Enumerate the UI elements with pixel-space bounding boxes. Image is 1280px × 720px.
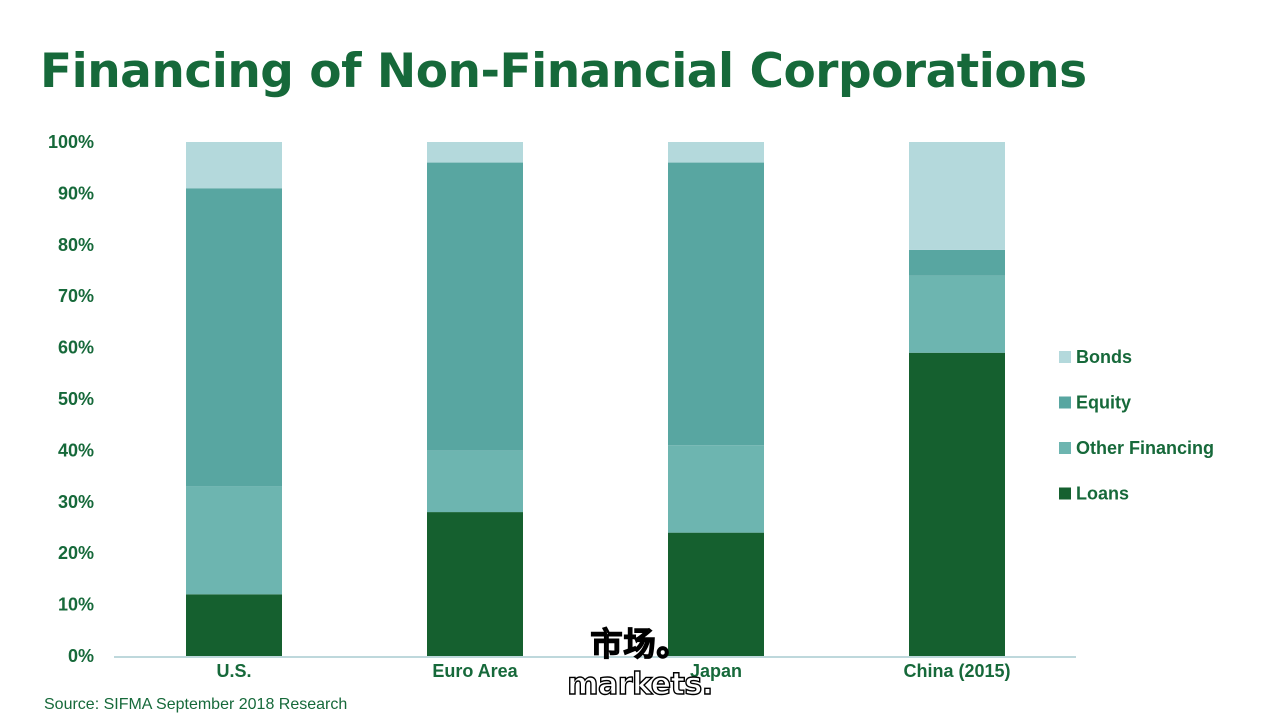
y-tick-label: 80%	[58, 235, 94, 255]
bar-bonds-u-s	[186, 142, 282, 189]
bar-equity-japan	[668, 162, 764, 446]
y-tick-label: 70%	[58, 286, 94, 306]
watermark-english: markets.	[567, 667, 714, 702]
legend-label-equity: Equity	[1076, 393, 1131, 413]
bar-loans-euro-area	[427, 512, 523, 656]
chart-title: Financing of Non-Financial Corporations	[40, 44, 1087, 99]
y-tick-label: 60%	[58, 338, 94, 358]
y-tick-label: 20%	[58, 543, 94, 563]
watermark-logo: 市场。 markets.	[560, 625, 720, 702]
x-tick-label: Euro Area	[432, 661, 518, 681]
bar-bonds-japan	[668, 142, 764, 163]
bar-bonds-euro-area	[427, 142, 523, 163]
bars	[186, 142, 1005, 656]
bar-loans-japan	[668, 532, 764, 656]
legend-swatch-other-financing	[1059, 442, 1071, 454]
watermark-chinese: 市场。	[590, 625, 690, 663]
y-axis: 0% 10% 20% 30% 40% 50% 60% 70% 80% 90% 100%	[48, 132, 94, 666]
bar-equity-china-2015	[909, 249, 1005, 276]
bar-other-financing-china-2015	[909, 275, 1005, 353]
legend-label-other-financing: Other Financing	[1076, 438, 1214, 458]
legend-swatch-loans	[1059, 487, 1071, 500]
bar-other-financing-euro-area	[427, 450, 523, 513]
x-tick-label: China (2015)	[903, 661, 1010, 681]
y-tick-label: 100%	[48, 132, 94, 152]
bar-equity-euro-area	[427, 162, 523, 451]
legend-swatch-bonds	[1059, 351, 1071, 363]
y-tick-label: 50%	[58, 389, 94, 409]
y-tick-label: 10%	[58, 595, 94, 615]
y-tick-label: 0%	[68, 646, 94, 666]
y-tick-label: 90%	[58, 183, 94, 203]
bar-bonds-china-2015	[909, 142, 1005, 250]
y-tick-label: 40%	[58, 440, 94, 460]
x-axis: U.S. Euro Area Japan China (2015)	[216, 661, 1010, 681]
legend-label-bonds: Bonds	[1076, 347, 1132, 367]
bar-other-financing-japan	[668, 445, 764, 533]
legend: Bonds Equity Other Financing Loans	[1059, 347, 1214, 504]
bar-equity-u-s	[186, 188, 282, 487]
legend-label-loans: Loans	[1076, 484, 1129, 504]
bar-loans-china-2015	[909, 352, 1005, 656]
x-tick-label: U.S.	[216, 661, 251, 681]
x-tick-label: Japan	[690, 661, 742, 681]
legend-swatch-equity	[1059, 396, 1071, 409]
source-note: Source: SIFMA September 2018 Research	[44, 696, 348, 713]
bar-loans-u-s	[186, 594, 282, 656]
y-tick-label: 30%	[58, 492, 94, 512]
bar-other-financing-u-s	[186, 486, 282, 595]
